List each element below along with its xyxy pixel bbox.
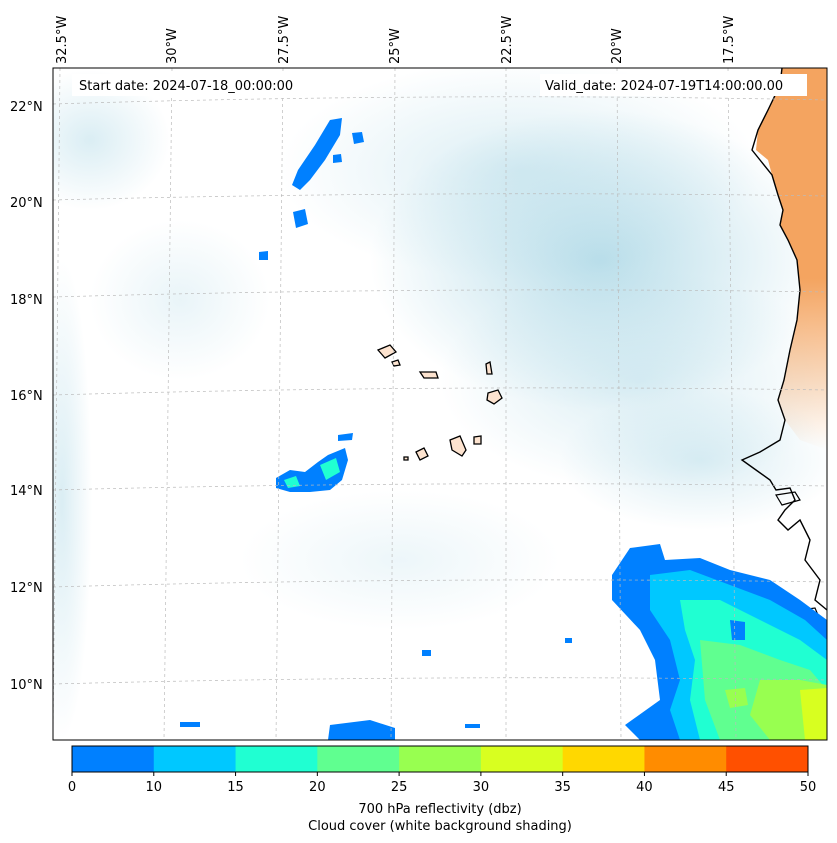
valid-date-label: Valid_date: 2024-07-19T14:00:00.00 [545, 79, 783, 94]
colorbar-swatches [72, 746, 809, 772]
colorbar-swatch [399, 746, 482, 772]
lat-label-14n: 14°N [10, 484, 43, 499]
map-content: Start date: 2024-07-18_00:00:00 Valid_da… [53, 68, 827, 740]
cape-verde-islands [376, 344, 503, 461]
colorbar-swatch [317, 746, 400, 772]
echo-speck-north [352, 132, 364, 144]
colorbar-swatch [72, 746, 155, 772]
valid-date-box [540, 74, 807, 96]
lat-label-10n: 10°N [10, 678, 43, 693]
echo-speck-15n [338, 433, 353, 441]
colorbar-tick-label: 30 [473, 780, 490, 795]
echo-band-north [292, 118, 342, 190]
cloud-cover-shading [53, 68, 827, 740]
colorbar-caption-line1: 700 hPa reflectivity (dbz) [358, 802, 521, 817]
colorbar-swatch [562, 746, 645, 772]
map-frame [52, 67, 828, 741]
echo-speck-mid [333, 154, 342, 163]
colorbar-swatch [644, 746, 727, 772]
colorbar-tick-label: 25 [391, 780, 408, 795]
lat-label-12n: 12°N [10, 581, 43, 596]
echo-system-southeast-hole [730, 620, 745, 640]
longitude-labels: 32.5°W 30°W 27.5°W 25°W 22.5°W 20°W 17.5… [55, 16, 737, 64]
echo-speck-19n [259, 251, 268, 260]
lon-label-22-5w: 22.5°W [500, 16, 515, 64]
colorbar-tick-label: 15 [227, 780, 244, 795]
colorbar-tick-label: 10 [146, 780, 163, 795]
reflectivity-echoes [180, 118, 827, 740]
lat-label-16n: 16°N [10, 389, 43, 404]
coastline-africa [740, 68, 827, 611]
echo-cell-20n [293, 209, 308, 228]
echo-system-southeast-35 [800, 688, 827, 740]
colorbar-tick-label: 40 [636, 780, 653, 795]
echo-cluster-14n-core [284, 458, 340, 488]
colorbar-tick-label: 20 [309, 780, 326, 795]
coastline-gambia [775, 491, 801, 506]
lon-label-27-5w: 27.5°W [277, 16, 292, 64]
colorbar-swatch [726, 746, 809, 772]
colorbar-caption-line2: Cloud cover (white background shading) [308, 819, 572, 834]
lat-label-18n: 18°N [10, 293, 43, 308]
colorbar-tick-label: 35 [554, 780, 571, 795]
start-date-label: Start date: 2024-07-18_00:00:00 [79, 79, 293, 94]
colorbar-tick-label: 0 [68, 780, 76, 795]
lon-label-32-5w: 32.5°W [55, 16, 70, 64]
echo-edge-south [180, 720, 480, 740]
latitude-labels: 22°N 20°N 18°N 16°N 14°N 12°N 10°N [10, 100, 43, 693]
colorbar-swatch [153, 746, 237, 772]
colorbar-swatch [235, 746, 318, 772]
colorbar-frame [71, 745, 809, 773]
colorbar-swatch [480, 746, 564, 772]
lon-label-20w: 20°W [610, 28, 625, 64]
lon-label-17-5w: 17.5°W [722, 16, 737, 64]
lon-label-30w: 30°W [165, 28, 180, 64]
lat-label-20n: 20°N [10, 196, 43, 211]
colorbar-tick-label: 50 [800, 780, 817, 795]
graticule [53, 68, 827, 740]
start-date-box [72, 74, 312, 96]
colorbar: 0 10 15 20 25 30 35 40 45 50 700 hPa reflectivity… [68, 745, 816, 834]
colorbar-ticks: 0 10 15 20 25 30 35 40 45 50 [68, 772, 816, 795]
lon-label-25w: 25°W [388, 28, 403, 64]
lat-label-22n: 22°N [10, 100, 43, 115]
colorbar-tick-label: 45 [718, 780, 735, 795]
land-africa [756, 68, 827, 450]
